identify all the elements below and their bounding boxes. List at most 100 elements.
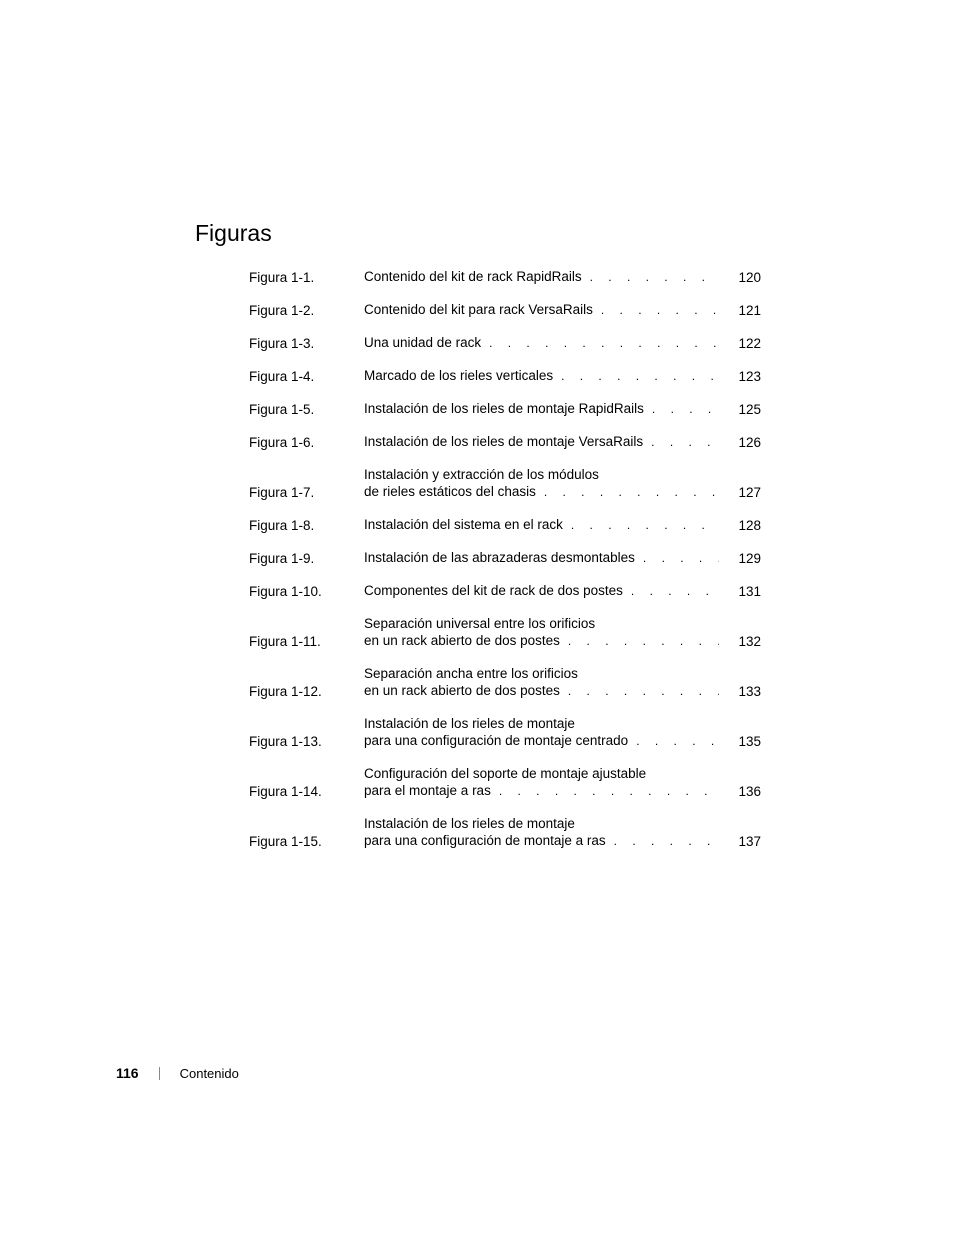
toc-entry-text: Separación ancha entre los orificios bbox=[364, 666, 582, 681]
toc-entry-page: 126 bbox=[731, 434, 761, 451]
toc-entry-page: 122 bbox=[731, 335, 761, 352]
toc-entry-text: Instalación y extracción de los módulos bbox=[364, 467, 603, 482]
section-heading: Figuras bbox=[195, 220, 272, 247]
toc-entry-label: Figura 1-8. bbox=[249, 516, 364, 534]
toc-entry-text: Instalación de los rieles de montaje bbox=[364, 816, 579, 831]
toc-entry-line: para el montaje a ras. . . . . . . . . .… bbox=[364, 782, 719, 800]
toc-entry-description: Instalación de los rieles de montajepara… bbox=[364, 815, 731, 850]
toc-entry-line: en un rack abierto de dos postes. . . . … bbox=[364, 682, 719, 700]
toc-entry-line: Separación universal entre los orificios bbox=[364, 615, 719, 632]
toc-entry-line: para una configuración de montaje a ras.… bbox=[364, 832, 719, 850]
toc-entry-page: 131 bbox=[731, 583, 761, 600]
toc-entry-line: Instalación de las abrazaderas desmontab… bbox=[364, 549, 719, 567]
toc-entry-description: Instalación y extracción de los módulosd… bbox=[364, 466, 731, 501]
toc-entry-text: Marcado de los rieles verticales bbox=[364, 367, 557, 384]
toc-leader-dots: . . . . . . . . . . . . . . . . . . . . … bbox=[586, 269, 719, 286]
toc-entry-line: Contenido del kit para rack VersaRails. … bbox=[364, 301, 719, 319]
toc-entry-page: 135 bbox=[731, 733, 761, 750]
toc-entry-label: Figura 1-14. bbox=[249, 782, 364, 800]
toc-entry-line: Configuración del soporte de montaje aju… bbox=[364, 765, 719, 782]
toc-entry-line: Separación ancha entre los orificios bbox=[364, 665, 719, 682]
toc-leader-dots: . . . . . . . . . . . . . . . . . . . . … bbox=[485, 335, 719, 352]
toc-entry-description: Instalación de los rieles de montaje Rap… bbox=[364, 400, 731, 418]
toc-entry-label: Figura 1-11. bbox=[249, 632, 364, 650]
toc-entry: Figura 1-2.Contenido del kit para rack V… bbox=[249, 289, 761, 322]
toc-entry-description: Contenido del kit de rack RapidRails. . … bbox=[364, 268, 731, 286]
toc-entry-text: Separación universal entre los orificios bbox=[364, 616, 599, 631]
toc-entry-label: Figura 1-9. bbox=[249, 549, 364, 567]
toc-entry-text: Instalación de los rieles de montaje bbox=[364, 716, 579, 731]
toc-leader-dots: . . . . . . . . . . . . . . . . . . . . … bbox=[632, 733, 719, 750]
toc-entry-line: Instalación de los rieles de montaje bbox=[364, 715, 719, 732]
toc-entry: Figura 1-1.Contenido del kit de rack Rap… bbox=[249, 256, 761, 289]
toc-entry-text: en un rack abierto de dos postes bbox=[364, 682, 564, 699]
toc-entry-label: Figura 1-1. bbox=[249, 268, 364, 286]
toc-entry: Figura 1-7.Instalación y extracción de l… bbox=[249, 454, 761, 504]
toc-entry-line: Contenido del kit de rack RapidRails. . … bbox=[364, 268, 719, 286]
toc-entry-text: Instalación de los rieles de montaje Rap… bbox=[364, 400, 648, 417]
toc-entry-line: Instalación de los rieles de montaje bbox=[364, 815, 719, 832]
toc-leader-dots: . . . . . . . . . . . . . . . . . . . . … bbox=[647, 434, 719, 451]
toc-entry-page: 121 bbox=[731, 302, 761, 319]
toc-leader-dots: . . . . . . . . . . . . . . . . . . . . … bbox=[597, 302, 719, 319]
toc-entry-text: Contenido del kit para rack VersaRails bbox=[364, 301, 597, 318]
toc-entry: Figura 1-4.Marcado de los rieles vertica… bbox=[249, 355, 761, 388]
toc-entry-text: para una configuración de montaje centra… bbox=[364, 732, 632, 749]
toc-entry-page: 123 bbox=[731, 368, 761, 385]
toc-entry-page: 136 bbox=[731, 783, 761, 800]
page: Figuras Figura 1-1.Contenido del kit de … bbox=[0, 0, 954, 1235]
toc-entry: Figura 1-11.Separación universal entre l… bbox=[249, 603, 761, 653]
toc-entry: Figura 1-3.Una unidad de rack. . . . . .… bbox=[249, 322, 761, 355]
toc-entry: Figura 1-5.Instalación de los rieles de … bbox=[249, 388, 761, 421]
toc-leader-dots: . . . . . . . . . . . . . . . . . . . . … bbox=[564, 683, 719, 700]
toc-entry-page: 132 bbox=[731, 633, 761, 650]
toc-entry-page: 125 bbox=[731, 401, 761, 418]
toc-entry-text: para el montaje a ras bbox=[364, 782, 495, 799]
toc-entry-text: para una configuración de montaje a ras bbox=[364, 832, 610, 849]
toc-entry-label: Figura 1-3. bbox=[249, 334, 364, 352]
toc-entry-description: Separación universal entre los orificios… bbox=[364, 615, 731, 650]
toc-entry-label: Figura 1-13. bbox=[249, 732, 364, 750]
toc-entry-description: Instalación de los rieles de montaje Ver… bbox=[364, 433, 731, 451]
toc-leader-dots: . . . . . . . . . . . . . . . . . . . . … bbox=[648, 401, 719, 418]
toc-entry-line: Componentes del kit de rack de dos poste… bbox=[364, 582, 719, 600]
toc-entry-page: 129 bbox=[731, 550, 761, 567]
figure-list: Figura 1-1.Contenido del kit de rack Rap… bbox=[249, 256, 761, 853]
toc-entry-line: para una configuración de montaje centra… bbox=[364, 732, 719, 750]
toc-entry-page: 133 bbox=[731, 683, 761, 700]
toc-entry-line: Marcado de los rieles verticales. . . . … bbox=[364, 367, 719, 385]
page-footer: 116 Contenido bbox=[116, 1065, 239, 1081]
toc-entry-text: Instalación de las abrazaderas desmontab… bbox=[364, 549, 639, 566]
toc-leader-dots: . . . . . . . . . . . . . . . . . . . . … bbox=[639, 550, 719, 567]
toc-entry-label: Figura 1-2. bbox=[249, 301, 364, 319]
toc-entry-description: Contenido del kit para rack VersaRails. … bbox=[364, 301, 731, 319]
toc-entry-description: Configuración del soporte de montaje aju… bbox=[364, 765, 731, 800]
toc-leader-dots: . . . . . . . . . . . . . . . . . . . . … bbox=[495, 783, 719, 800]
toc-entry-label: Figura 1-5. bbox=[249, 400, 364, 418]
toc-entry-label: Figura 1-6. bbox=[249, 433, 364, 451]
toc-entry-label: Figura 1-7. bbox=[249, 483, 364, 501]
toc-leader-dots: . . . . . . . . . . . . . . . . . . . . … bbox=[557, 368, 719, 385]
toc-entry-label: Figura 1-12. bbox=[249, 682, 364, 700]
footer-divider bbox=[159, 1067, 160, 1080]
toc-entry-description: Instalación de los rieles de montajepara… bbox=[364, 715, 731, 750]
toc-entry-line: en un rack abierto de dos postes. . . . … bbox=[364, 632, 719, 650]
footer-section: Contenido bbox=[180, 1066, 239, 1081]
toc-entry: Figura 1-9.Instalación de las abrazadera… bbox=[249, 537, 761, 570]
toc-entry-line: Instalación de los rieles de montaje Rap… bbox=[364, 400, 719, 418]
toc-entry: Figura 1-8.Instalación del sistema en el… bbox=[249, 504, 761, 537]
toc-entry: Figura 1-12.Separación ancha entre los o… bbox=[249, 653, 761, 703]
toc-entry-description: Componentes del kit de rack de dos poste… bbox=[364, 582, 731, 600]
toc-entry-text: Contenido del kit de rack RapidRails bbox=[364, 268, 586, 285]
toc-entry-page: 120 bbox=[731, 269, 761, 286]
toc-entry-page: 137 bbox=[731, 833, 761, 850]
toc-entry-description: Marcado de los rieles verticales. . . . … bbox=[364, 367, 731, 385]
toc-entry-text: Componentes del kit de rack de dos poste… bbox=[364, 582, 627, 599]
toc-leader-dots: . . . . . . . . . . . . . . . . . . . . … bbox=[540, 484, 719, 501]
toc-leader-dots: . . . . . . . . . . . . . . . . . . . . … bbox=[567, 517, 719, 534]
toc-entry: Figura 1-14.Configuración del soporte de… bbox=[249, 753, 761, 803]
toc-leader-dots: . . . . . . . . . . . . . . . . . . . . … bbox=[627, 583, 719, 600]
toc-entry-line: Instalación del sistema en el rack. . . … bbox=[364, 516, 719, 534]
toc-entry-label: Figura 1-4. bbox=[249, 367, 364, 385]
toc-entry-text: de rieles estáticos del chasis bbox=[364, 483, 540, 500]
